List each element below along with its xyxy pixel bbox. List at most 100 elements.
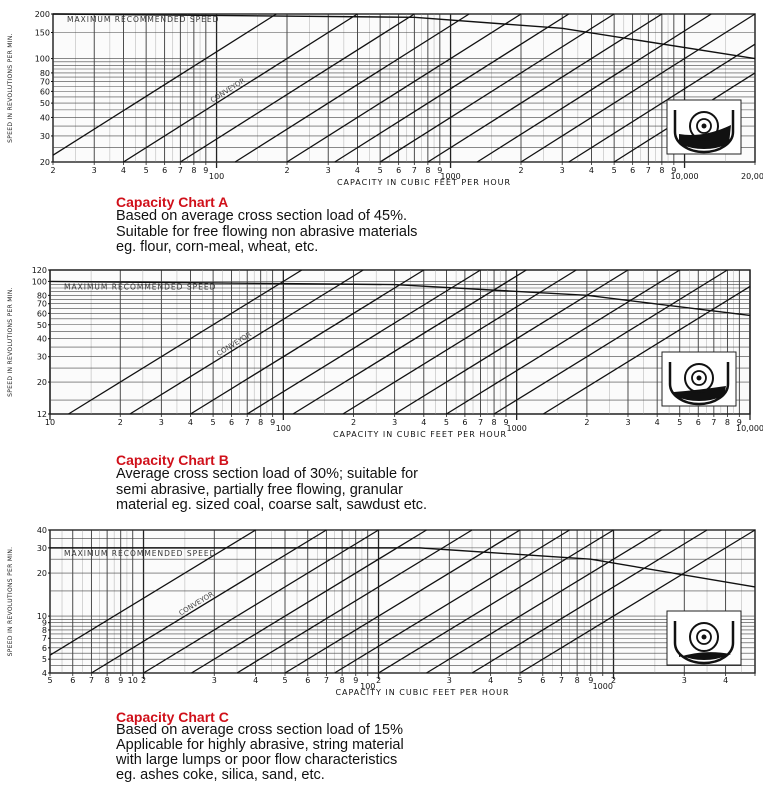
screw-shaft [696,375,702,381]
x-tick-label: 10,000 [671,172,699,181]
capacity-line [143,529,379,674]
chart-c-max-speed-label: MAXIMUM RECOMMENDED SPEED [64,549,216,558]
capacity-line [493,269,728,415]
x-tick-label: 3 [326,166,331,175]
x-tick-label: 7 [559,676,564,685]
chart-a-y-axis-title: SPEED IN REVOLUTIONS PER MIN. [7,33,14,143]
capacity-chart-a-panel: CONVEYOR MAXIMUM RECOMMENDED SPEED 200 150 1… [0,0,763,262]
chart-b-max-speed-label: MAXIMUM RECOMMENDED SPEED [64,282,216,291]
chart-c-caption-line-2: Applicable for highly abrasive, string m… [116,737,404,753]
capacity-line [49,529,256,656]
y-tick-label: 5 [42,655,47,664]
capacity-line [520,13,756,163]
chart-a-caption-line-3: eg. flour, corn-meal, wheat, etc. [116,239,319,255]
x-tick-label: 5 [612,166,617,175]
y-tick-label: 30 [40,132,50,141]
x-tick-label: 9 [437,166,442,175]
x-tick-label: 5 [144,166,149,175]
y-tick-label: 60 [37,309,47,318]
capacity-chart-b-panel: CONVEYOR MAXIMUM RECOMMENDED SPEED 120 100 8… [0,262,763,520]
x-tick-label: 2 [284,166,289,175]
capacity-line [68,269,303,415]
capacity-line [542,285,751,415]
x-tick-label: 6 [396,166,401,175]
x-tick-label: 5 [211,418,216,427]
x-tick-label: 20,000 [741,172,763,181]
x-tick-label: 4 [188,418,193,427]
y-tick-label: 30 [37,544,47,553]
x-tick-label: 7 [89,676,94,685]
y-tick-label: 12 [37,410,47,419]
x-tick-label: 100 [209,172,224,181]
trough-outline [673,110,735,154]
x-tick-label: 10,000 [736,424,763,433]
x-tick-label: 9 [203,166,208,175]
x-tick-label: 6 [462,418,467,427]
chart-b-x-axis-title: CAPACITY IN CUBIC FEET PER HOUR [333,430,507,439]
x-tick-label: 8 [340,676,345,685]
x-tick-label: 3 [212,676,217,685]
y-tick-label: 9 [42,619,47,628]
x-tick-label: 8 [492,418,497,427]
x-tick-label: 3 [682,676,687,685]
x-tick-label: 4 [253,676,258,685]
y-tick-label: 7 [42,634,47,643]
y-tick-label: 200 [35,10,50,19]
x-tick-label: 3 [560,166,565,175]
x-tick-label: 9 [118,676,123,685]
x-tick-label: 4 [355,166,360,175]
x-tick-label: 2 [118,418,123,427]
y-tick-label: 10 [37,612,47,621]
capacity-line [292,269,527,415]
chart-a-max-speed-curve [52,13,756,60]
y-tick-label: 30 [37,353,47,362]
x-tick-label: 2 [518,166,523,175]
capacity-line [476,13,712,163]
y-tick-label: 40 [37,526,47,535]
chart-c-max-speed-curve [50,547,756,588]
x-tick-label: 8 [105,676,110,685]
x-tick-label: 100 [276,424,291,433]
x-tick-label: 5 [282,676,287,685]
x-tick-label: 5 [517,676,522,685]
y-tick-label: 40 [37,335,47,344]
x-tick-label: 9 [503,418,508,427]
capacity-line [342,269,577,415]
chart-c-y-axis-title: SPEED IN REVOLUTIONS PER MIN. [7,547,14,657]
y-tick-label: 20 [37,569,47,578]
chart-b-conveyor-section-illustration [661,351,737,407]
capacity-line [234,13,470,163]
x-tick-label: 5 [677,418,682,427]
trough-outline [673,621,735,665]
chart-c-caption-line-1: Based on average cross section load of 1… [116,722,403,738]
x-tick-label: 9 [671,166,676,175]
x-tick-label: 5 [444,418,449,427]
y-tick-label: 150 [35,28,50,37]
chart-b-y-axis-title: SPEED IN REVOLUTIONS PER MIN. [7,287,14,397]
screw-flight-inner [696,118,712,134]
x-tick-label: 9 [588,676,593,685]
y-tick-label: 70 [40,77,50,86]
y-tick-label: 20 [40,158,50,167]
x-tick-label: 8 [659,166,664,175]
chart-a-vertical-grid [52,14,756,168]
y-tick-label: 40 [40,113,50,122]
y-tick-label: 80 [40,69,50,78]
chart-c-x-axis-title: CAPACITY IN CUBIC FEET PER HOUR [335,688,509,697]
x-tick-label: 100 [360,682,375,691]
screw-flight-inner [696,629,712,645]
y-tick-label: 50 [37,321,47,330]
capacity-line [519,529,756,674]
x-tick-label: 9 [353,676,358,685]
capacity-line [191,529,427,674]
x-tick-label: 2 [141,676,146,685]
chart-a-conveyor-section-illustration [666,99,742,155]
x-tick-label: 6 [162,166,167,175]
x-tick-label: 4 [589,166,594,175]
chart-b-max-speed-curve [49,280,751,317]
x-tick-label: 8 [575,676,580,685]
